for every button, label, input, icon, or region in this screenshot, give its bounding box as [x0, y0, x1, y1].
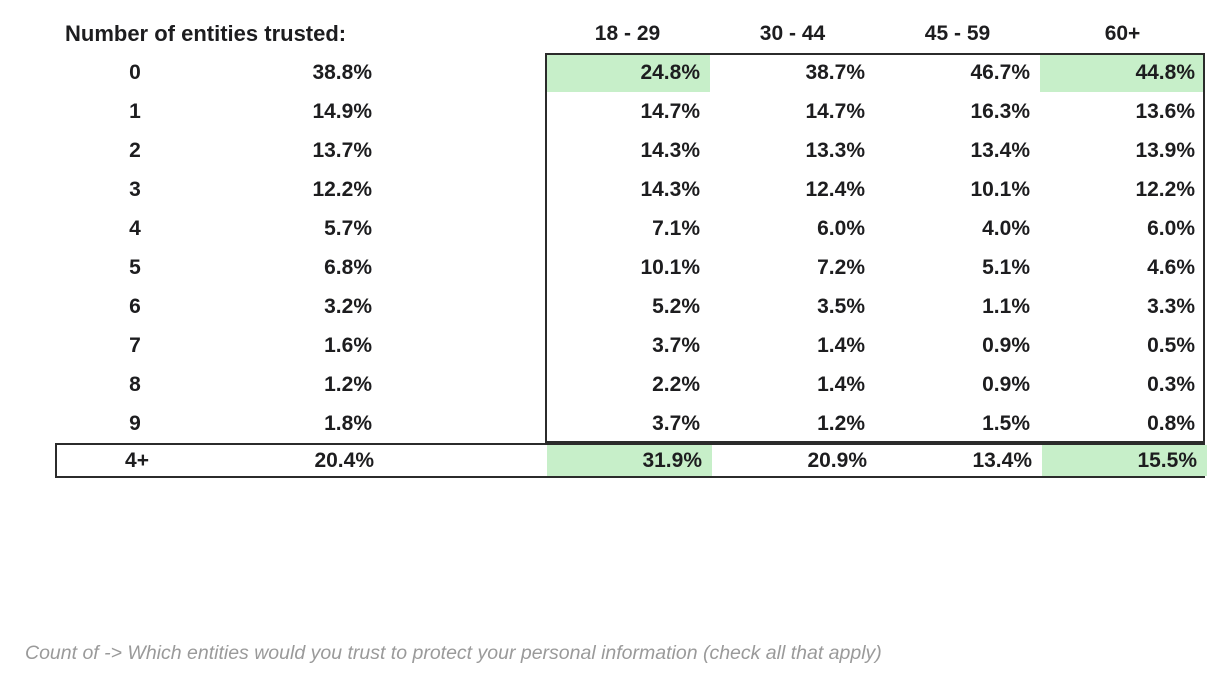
- age-cell: 12.4%: [805, 178, 865, 201]
- spacer-cell: [380, 209, 545, 248]
- table-row: 4 5.7% 7.1% 6.0% 4.0% 6.0%: [55, 209, 1205, 248]
- trust-table: Number of entities trusted: 18 - 29 30 -…: [55, 15, 1207, 478]
- age-cell: 13.4%: [970, 139, 1030, 162]
- count-cell: 6: [129, 295, 141, 318]
- age-cell: 7.1%: [652, 217, 700, 240]
- spacer-cell: [380, 404, 545, 443]
- age-cell: 24.8%: [545, 53, 710, 92]
- table-title: Number of entities trusted:: [65, 21, 347, 46]
- age-cell: 13.4%: [972, 449, 1032, 472]
- age-cell: 6.0%: [817, 217, 865, 240]
- age-cell: 4.6%: [1147, 256, 1195, 279]
- age-cell: 16.3%: [970, 100, 1030, 123]
- spacer-cell: [380, 365, 545, 404]
- count-cell: 4+: [125, 449, 149, 472]
- age-cell: 12.2%: [1135, 178, 1195, 201]
- age-cell: 13.9%: [1135, 139, 1195, 162]
- age-cell: 0.9%: [982, 334, 1030, 357]
- age-cell: 0.5%: [1147, 334, 1195, 357]
- age-cell: 14.7%: [640, 100, 700, 123]
- summary-row: 4+ 20.4% 31.9% 20.9% 13.4% 15.5%: [55, 443, 1207, 478]
- count-cell: 0: [129, 61, 141, 84]
- count-cell: 3: [129, 178, 141, 201]
- spacer-cell: [380, 170, 545, 209]
- age-cell: 5.2%: [652, 295, 700, 318]
- age-cell: 10.1%: [970, 178, 1030, 201]
- age-cell: 4.0%: [982, 217, 1030, 240]
- overall-cell: 38.8%: [312, 61, 372, 84]
- age-cell: 3.5%: [817, 295, 865, 318]
- age-cell: 0.8%: [1147, 412, 1195, 435]
- overall-cell: 6.8%: [324, 256, 372, 279]
- count-cell: 8: [129, 373, 141, 396]
- table-row: 3 12.2% 14.3% 12.4% 10.1% 12.2%: [55, 170, 1205, 209]
- count-cell: 1: [129, 100, 141, 123]
- age-cell: 1.4%: [817, 373, 865, 396]
- spacer-cell: [380, 287, 545, 326]
- column-header-60-plus: 60+: [1104, 22, 1141, 45]
- age-cell: 44.8%: [1040, 53, 1205, 92]
- table-row: 0 38.8% 24.8% 38.7% 46.7% 44.8%: [55, 53, 1205, 92]
- table-row: 8 1.2% 2.2% 1.4% 0.9% 0.3%: [55, 365, 1205, 404]
- table-row: 6 3.2% 5.2% 3.5% 1.1% 3.3%: [55, 287, 1205, 326]
- column-header-45-59: 45 - 59: [924, 22, 991, 45]
- spacer-cell: [382, 445, 547, 476]
- table-row: 5 6.8% 10.1% 7.2% 5.1% 4.6%: [55, 248, 1205, 287]
- overall-cell: 1.6%: [324, 334, 372, 357]
- age-cell: 13.6%: [1135, 100, 1195, 123]
- age-cell: 1.5%: [982, 412, 1030, 435]
- count-cell: 7: [129, 334, 141, 357]
- spacer-cell: [380, 326, 545, 365]
- age-cell: 14.3%: [640, 139, 700, 162]
- age-cell: 38.7%: [805, 61, 865, 84]
- age-cell: 7.2%: [817, 256, 865, 279]
- age-cell: 0.3%: [1147, 373, 1195, 396]
- age-cell: 3.3%: [1147, 295, 1195, 318]
- table-row: 9 1.8% 3.7% 1.2% 1.5% 0.8%: [55, 404, 1205, 443]
- overall-cell: 3.2%: [324, 295, 372, 318]
- overall-cell: 1.8%: [324, 412, 372, 435]
- age-cell: 10.1%: [640, 256, 700, 279]
- age-cell: 3.7%: [652, 334, 700, 357]
- age-cell: 0.9%: [982, 373, 1030, 396]
- spacer-cell: [380, 131, 545, 170]
- caption: Count of -> Which entities would you tru…: [25, 642, 882, 664]
- overall-cell: 13.7%: [312, 139, 372, 162]
- age-cell: 6.0%: [1147, 217, 1195, 240]
- count-cell: 5: [129, 256, 141, 279]
- age-cell: 46.7%: [970, 61, 1030, 84]
- age-cell: 1.4%: [817, 334, 865, 357]
- table-row: 2 13.7% 14.3% 13.3% 13.4% 13.9%: [55, 131, 1205, 170]
- overall-cell: 14.9%: [312, 100, 372, 123]
- age-cell: 1.2%: [817, 412, 865, 435]
- table-body: 0 38.8% 24.8% 38.7% 46.7% 44.8% 1 14.9% 14.7% 14.…: [55, 53, 1205, 443]
- overall-cell: 12.2%: [312, 178, 372, 201]
- age-cell: 2.2%: [652, 373, 700, 396]
- count-cell: 2: [129, 139, 141, 162]
- overall-cell: 20.4%: [314, 449, 374, 472]
- count-cell: 4: [129, 217, 141, 240]
- header-row: Number of entities trusted: 18 - 29 30 -…: [55, 15, 1205, 53]
- overall-cell: 5.7%: [324, 217, 372, 240]
- column-header-18-29: 18 - 29: [594, 22, 661, 45]
- age-cell: 31.9%: [547, 445, 712, 476]
- count-cell: 9: [129, 412, 141, 435]
- age-cell: 1.1%: [982, 295, 1030, 318]
- table-row: 1 14.9% 14.7% 14.7% 16.3% 13.6%: [55, 92, 1205, 131]
- age-cell: 14.3%: [640, 178, 700, 201]
- age-cell: 3.7%: [652, 412, 700, 435]
- spacer-cell: [380, 92, 545, 131]
- overall-cell: 1.2%: [324, 373, 372, 396]
- age-cell: 14.7%: [805, 100, 865, 123]
- age-cell: 20.9%: [807, 449, 867, 472]
- summary-section: 4+ 20.4% 31.9% 20.9% 13.4% 15.5%: [55, 443, 1207, 478]
- spacer-cell: [380, 53, 545, 92]
- table-row: 7 1.6% 3.7% 1.4% 0.9% 0.5%: [55, 326, 1205, 365]
- age-cell: 13.3%: [805, 139, 865, 162]
- column-header-30-44: 30 - 44: [759, 22, 826, 45]
- age-cell: 15.5%: [1042, 445, 1207, 476]
- age-cell: 5.1%: [982, 256, 1030, 279]
- spacer-cell: [380, 248, 545, 287]
